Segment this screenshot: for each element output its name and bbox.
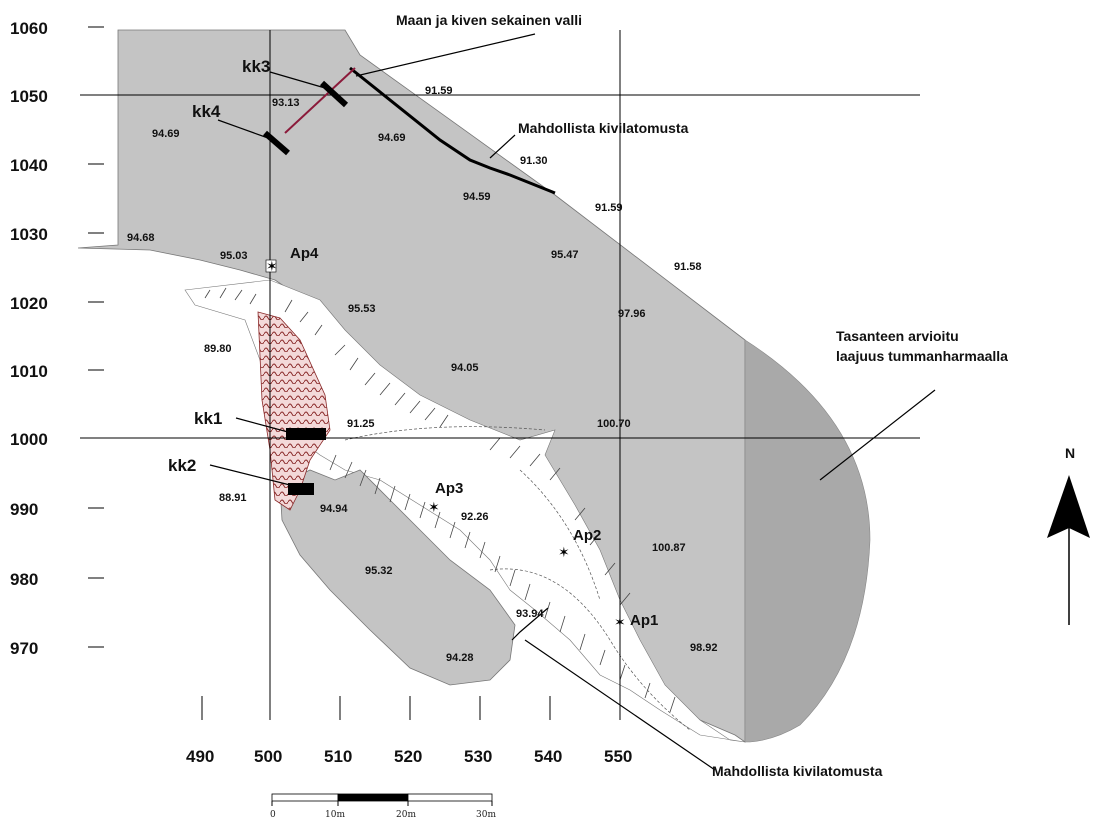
ap1-icon: ✶ xyxy=(614,615,626,631)
x-label: 550 xyxy=(604,747,632,766)
terrace-area xyxy=(744,339,871,743)
y-axis-ticks xyxy=(88,26,104,648)
elevation: 93.94 xyxy=(516,608,544,620)
x-label: 500 xyxy=(254,747,282,766)
slope-hatching xyxy=(204,287,676,713)
elevation: 91.30 xyxy=(520,155,548,167)
hatched-area xyxy=(257,311,331,511)
ap2-icon: ✶ xyxy=(558,545,570,561)
elevation: 95.03 xyxy=(220,250,248,262)
x-label: 490 xyxy=(186,747,214,766)
svg-text:N: N xyxy=(1065,445,1075,461)
rockfall-line-top xyxy=(349,66,556,195)
ap-labels: Ap1 Ap2 Ap3 Ap4 xyxy=(290,245,658,629)
rockfall-bottom-annotation: Mahdollista kivilatomusta xyxy=(712,763,883,779)
ap2-label: Ap2 xyxy=(573,527,601,544)
elevation: 94.28 xyxy=(446,652,474,664)
elevation: 91.25 xyxy=(347,418,375,430)
elevation: 94.59 xyxy=(463,191,491,203)
kk3-label: kk3 xyxy=(242,57,270,76)
kk2-bar xyxy=(288,483,314,495)
elevation: 95.47 xyxy=(551,249,579,261)
elevation: 89.80 xyxy=(204,343,232,355)
x-label: 540 xyxy=(534,747,562,766)
y-axis-labels: 1060 1050 1040 1030 1020 1010 1000 990 9… xyxy=(10,19,48,658)
elevation: 100.87 xyxy=(652,542,686,554)
y-label: 990 xyxy=(10,500,38,519)
y-label: 1020 xyxy=(10,294,48,313)
elevation: 91.58 xyxy=(674,261,702,273)
scale-label: 30m xyxy=(476,810,496,820)
elevation: 94.94 xyxy=(320,503,348,515)
terrace-annotation-line2: laajuus tummanharmaalla xyxy=(836,348,1008,364)
scale-label: 10m xyxy=(325,810,345,820)
kk4-bar xyxy=(263,130,290,156)
grid-lines xyxy=(80,30,920,720)
kk4-label: kk4 xyxy=(192,102,221,121)
kk3-bar xyxy=(319,80,349,108)
elevation: 95.32 xyxy=(365,565,393,577)
scale-label: 0 xyxy=(270,810,276,820)
leader-lines xyxy=(209,33,936,771)
terrace-annotation-line1: Tasanteen arvioitu xyxy=(836,328,959,344)
elevation: 93.13 xyxy=(272,97,300,109)
ap1-label: Ap1 xyxy=(630,612,658,629)
elevation: 98.92 xyxy=(690,642,718,654)
y-label: 970 xyxy=(10,639,38,658)
kk1-label: kk1 xyxy=(194,409,222,428)
y-label: 980 xyxy=(10,570,38,589)
section-labels: kk1 kk2 kk3 kk4 xyxy=(168,57,270,475)
rockfall-top-annotation: Mahdollista kivilatomusta xyxy=(518,120,689,136)
north-arrow-icon: N xyxy=(1047,445,1090,625)
y-label: 1060 xyxy=(10,19,48,38)
ap3-icon: ✶ xyxy=(428,500,440,516)
elevation: 95.53 xyxy=(348,303,376,315)
wall-line xyxy=(284,67,356,134)
y-label: 1010 xyxy=(10,362,48,381)
elevation: 94.69 xyxy=(378,132,406,144)
x-label: 520 xyxy=(394,747,422,766)
elevation: 94.69 xyxy=(152,128,180,140)
scale-bar: 0 10m 20m 30m xyxy=(270,793,496,820)
y-label: 1050 xyxy=(10,87,48,106)
elevation: 94.68 xyxy=(127,232,155,244)
elevation: 94.05 xyxy=(451,362,479,374)
elevation: 100.70 xyxy=(597,418,631,430)
ap4-label: Ap4 xyxy=(290,245,319,262)
scale-label: 20m xyxy=(396,810,416,820)
kk1-bar xyxy=(286,428,326,440)
x-axis-labels: 490 500 510 520 530 540 550 xyxy=(186,747,632,766)
elevation: 92.26 xyxy=(461,511,489,523)
ap3-label: Ap3 xyxy=(435,480,463,497)
elevation: 88.91 xyxy=(219,492,247,504)
elevation: 91.59 xyxy=(425,85,453,97)
kk2-label: kk2 xyxy=(168,456,196,475)
y-label: 1040 xyxy=(10,156,48,175)
ap4-icon: ✶ xyxy=(266,259,278,275)
internal-boundaries xyxy=(344,426,691,731)
annotations: Maan ja kiven sekainen valli Mahdollista… xyxy=(396,12,1008,779)
x-label: 530 xyxy=(464,747,492,766)
wall-annotation: Maan ja kiven sekainen valli xyxy=(396,12,582,28)
x-label: 510 xyxy=(324,747,352,766)
ap-markers: ✶ ✶ ✶ ✶ xyxy=(265,259,626,631)
elevation: 97.96 xyxy=(618,308,646,320)
x-axis-ticks xyxy=(201,696,551,720)
elevation-labels: 94.69 93.13 91.59 94.69 91.30 94.59 91.5… xyxy=(127,85,718,664)
y-label: 1030 xyxy=(10,225,48,244)
y-label: 1000 xyxy=(10,430,48,449)
elevation: 91.59 xyxy=(595,202,623,214)
lower-grey-area xyxy=(279,469,516,686)
